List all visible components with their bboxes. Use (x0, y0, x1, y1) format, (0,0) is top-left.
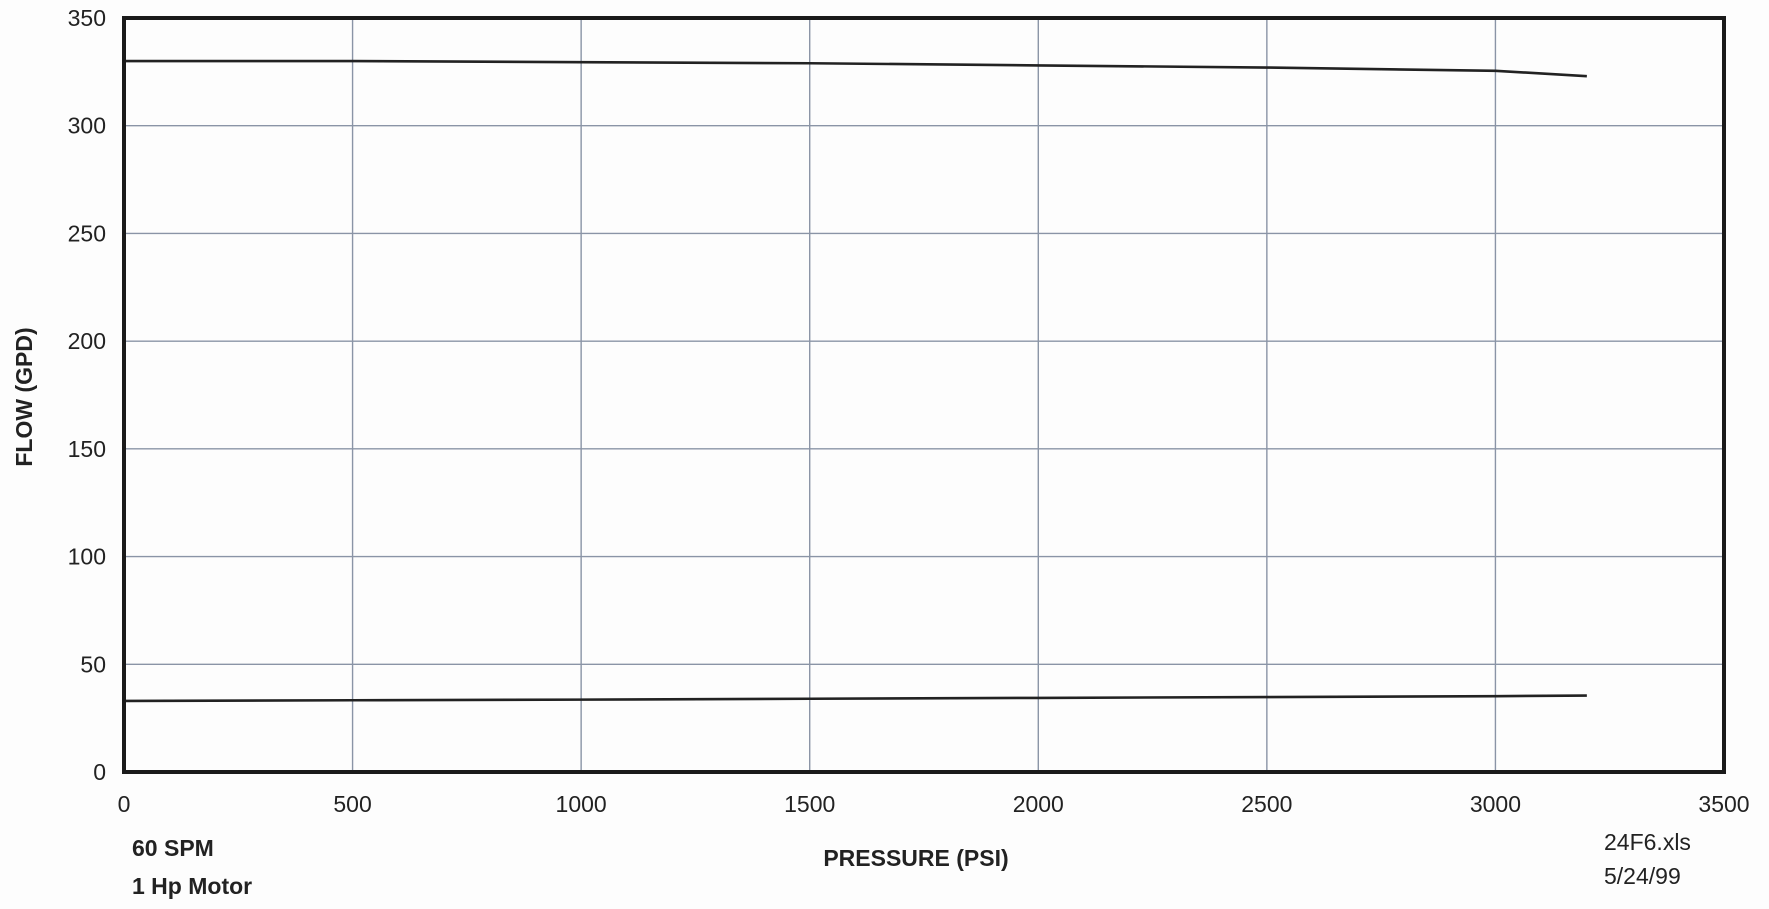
x-tick-label: 1000 (556, 791, 607, 817)
grid-layer (124, 18, 1724, 772)
y-tick-label: 250 (68, 220, 106, 246)
note-spm: 60 SPM (132, 835, 214, 861)
y-tick-label: 0 (93, 759, 106, 785)
y-tick-label: 350 (68, 5, 106, 31)
series-layer (123, 59, 1587, 703)
x-tick-label: 0 (118, 791, 131, 817)
note-filename: 24F6.xls (1604, 829, 1691, 855)
note-motor: 1 Hp Motor (132, 873, 252, 899)
note-date: 5/24/99 (1604, 863, 1681, 889)
plot-frame (122, 16, 1726, 774)
x-tick-label: 3000 (1470, 791, 1521, 817)
y-axis-title: FLOW (GPD) (11, 327, 37, 466)
y-tick-label: 50 (80, 651, 106, 677)
x-tick-label: 3500 (1698, 791, 1749, 817)
y-tick-label: 100 (68, 544, 106, 570)
y-tick-labels: 0 50 100 150 200 250 300 350 (68, 5, 106, 785)
x-tick-label: 2000 (1013, 791, 1064, 817)
series-line-2 (123, 694, 1587, 703)
series-line-1 (124, 59, 1587, 78)
x-tick-label: 500 (333, 791, 371, 817)
y-tick-label: 200 (68, 328, 106, 354)
x-tick-label: 1500 (784, 791, 835, 817)
x-tick-label: 2500 (1241, 791, 1292, 817)
x-axis-title: PRESSURE (PSI) (823, 845, 1008, 871)
x-tick-labels: 0 500 1000 1500 2000 2500 3000 3500 (118, 791, 1750, 817)
y-tick-label: 150 (68, 436, 106, 462)
y-tick-label: 300 (68, 113, 106, 139)
